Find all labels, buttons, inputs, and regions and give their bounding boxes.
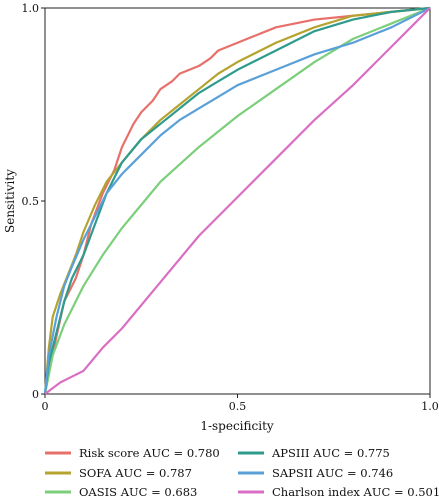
x-tick-label-2: 1.0 xyxy=(421,400,439,413)
y-tick-label-1: 0.5 xyxy=(22,195,40,208)
legend-label-3: APSIII AUC = 0.775 xyxy=(271,446,390,460)
series-line-2 xyxy=(43,6,431,395)
y-tick-label-0: 0 xyxy=(32,388,39,401)
legend-label-1: SOFA AUC = 0.787 xyxy=(79,466,192,480)
series-line-3 xyxy=(43,6,431,395)
axis-layer: 00 0.5 0.5 1.0 1.0 xyxy=(22,2,439,413)
series-line-0 xyxy=(43,6,431,395)
legend: Risk score AUC = 0.780 SOFA AUC = 0.787 OA… xyxy=(45,446,439,499)
legend-label-2: OASIS AUC = 0.683 xyxy=(79,485,197,499)
x-tick-label-1: 0.5 xyxy=(229,400,247,413)
y-axis-label: Sensitivity xyxy=(3,169,17,233)
legend-label-5: Charlson index AUC = 0.501 xyxy=(272,485,439,499)
legend-label-4: SAPSII AUC = 0.746 xyxy=(272,466,393,480)
series-layer xyxy=(43,6,431,395)
x-tick-label-0: 0 xyxy=(42,400,49,413)
series-line-5 xyxy=(44,7,431,395)
series-line-4 xyxy=(43,7,431,395)
x-axis-label: 1-specificity xyxy=(200,419,274,433)
legend-label-0: Risk score AUC = 0.780 xyxy=(79,446,220,460)
y-tick-label-2: 1.0 xyxy=(22,2,40,15)
